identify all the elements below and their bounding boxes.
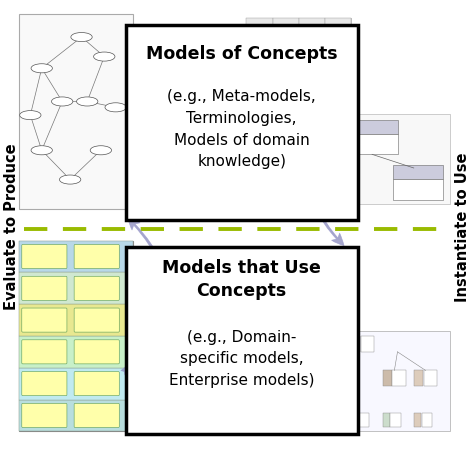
Bar bbox=[19, 304, 133, 336]
Bar bbox=[361, 336, 374, 352]
Bar bbox=[348, 120, 399, 133]
Bar bbox=[276, 165, 295, 203]
FancyArrowPatch shape bbox=[311, 122, 348, 246]
Text: (e.g., Meta-models,
Terminologies,
Models of domain
knowledge): (e.g., Meta-models, Terminologies, Model… bbox=[167, 89, 316, 169]
Bar bbox=[351, 336, 360, 352]
FancyBboxPatch shape bbox=[74, 371, 119, 395]
FancyArrowPatch shape bbox=[121, 217, 169, 375]
Ellipse shape bbox=[90, 146, 111, 155]
Bar bbox=[346, 114, 450, 204]
Text: Chiltern's: Chiltern's bbox=[241, 203, 266, 209]
Text: (e.g., Domain-
specific models,
Enterprise models): (e.g., Domain- specific models, Enterpri… bbox=[169, 330, 314, 388]
Bar bbox=[299, 100, 325, 127]
Bar bbox=[19, 241, 133, 272]
Bar bbox=[351, 413, 358, 427]
Ellipse shape bbox=[105, 103, 126, 112]
Text: Evaluate to Produce: Evaluate to Produce bbox=[4, 143, 19, 311]
FancyBboxPatch shape bbox=[22, 308, 67, 332]
Bar bbox=[359, 413, 369, 427]
FancyBboxPatch shape bbox=[74, 403, 119, 428]
Text: Instantiate to Use: Instantiate to Use bbox=[455, 152, 470, 302]
Bar bbox=[19, 241, 133, 431]
Ellipse shape bbox=[31, 64, 52, 73]
Bar bbox=[383, 413, 390, 427]
Bar bbox=[19, 400, 133, 431]
Bar bbox=[392, 370, 405, 386]
Bar bbox=[246, 18, 273, 45]
Ellipse shape bbox=[52, 97, 73, 106]
Bar bbox=[246, 100, 273, 127]
Bar bbox=[302, 165, 321, 203]
Bar bbox=[348, 133, 399, 154]
FancyBboxPatch shape bbox=[74, 340, 119, 364]
Ellipse shape bbox=[31, 146, 52, 155]
Bar bbox=[19, 336, 133, 368]
FancyBboxPatch shape bbox=[126, 25, 358, 220]
Bar bbox=[346, 331, 450, 431]
FancyBboxPatch shape bbox=[126, 247, 358, 434]
Bar bbox=[299, 73, 325, 100]
FancyBboxPatch shape bbox=[236, 200, 272, 212]
Bar bbox=[19, 368, 133, 400]
FancyBboxPatch shape bbox=[22, 371, 67, 395]
Bar bbox=[391, 413, 401, 427]
Text: Models of Concepts: Models of Concepts bbox=[146, 45, 337, 64]
Bar bbox=[393, 179, 443, 200]
FancyBboxPatch shape bbox=[22, 276, 67, 301]
Bar bbox=[325, 45, 351, 73]
Bar bbox=[325, 100, 351, 127]
Bar bbox=[299, 18, 325, 45]
Bar bbox=[299, 45, 325, 73]
Bar bbox=[424, 370, 437, 386]
FancyBboxPatch shape bbox=[74, 244, 119, 269]
Bar bbox=[325, 73, 351, 100]
Bar bbox=[246, 45, 273, 73]
Ellipse shape bbox=[20, 111, 41, 120]
Bar bbox=[383, 370, 392, 386]
Bar bbox=[393, 165, 443, 179]
Bar bbox=[328, 165, 347, 203]
Bar bbox=[422, 413, 432, 427]
FancyBboxPatch shape bbox=[74, 308, 119, 332]
FancyBboxPatch shape bbox=[22, 244, 67, 269]
Ellipse shape bbox=[60, 175, 81, 184]
FancyBboxPatch shape bbox=[22, 403, 67, 428]
Bar bbox=[250, 165, 269, 203]
FancyBboxPatch shape bbox=[22, 340, 67, 364]
Bar bbox=[246, 150, 351, 218]
Text: Models that Use
Concepts: Models that Use Concepts bbox=[162, 259, 321, 300]
Bar bbox=[325, 18, 351, 45]
Bar bbox=[19, 14, 133, 209]
FancyBboxPatch shape bbox=[74, 276, 119, 301]
Ellipse shape bbox=[71, 33, 92, 42]
Ellipse shape bbox=[94, 52, 115, 61]
Bar bbox=[273, 73, 299, 100]
Bar bbox=[246, 73, 273, 100]
Bar bbox=[273, 100, 299, 127]
Bar bbox=[414, 370, 423, 386]
Ellipse shape bbox=[76, 97, 98, 106]
Bar bbox=[273, 18, 299, 45]
Bar bbox=[273, 45, 299, 73]
Bar bbox=[246, 18, 351, 127]
Bar bbox=[19, 272, 133, 304]
Bar bbox=[414, 413, 421, 427]
